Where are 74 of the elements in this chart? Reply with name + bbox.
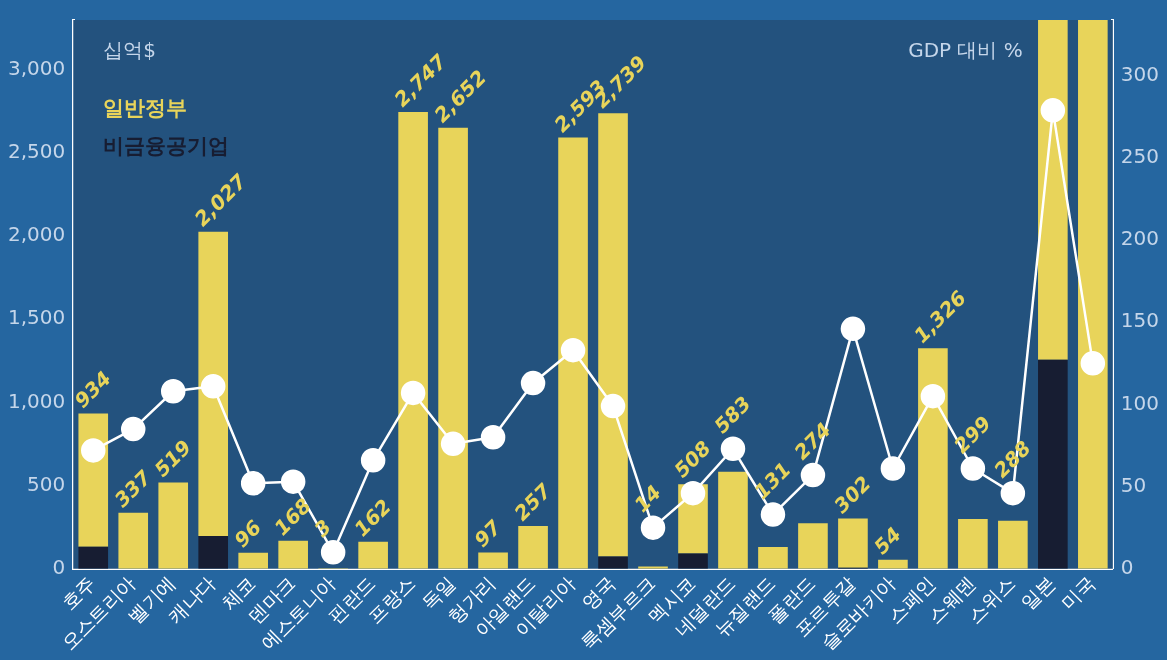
bar (998, 520, 1028, 569)
y2-tick-label: 50 (1120, 472, 1147, 497)
point (560, 337, 586, 363)
y2-tick-label: 0 (1120, 554, 1134, 579)
point (280, 469, 306, 494)
point (880, 456, 906, 481)
bar (558, 137, 588, 569)
bar (518, 525, 548, 569)
bar (758, 546, 788, 569)
bar (278, 540, 308, 569)
y2-tick-label: 200 (1120, 226, 1160, 251)
bar (118, 512, 149, 569)
bar (878, 559, 908, 569)
bar (398, 111, 428, 569)
point (120, 416, 146, 442)
bar (598, 556, 628, 569)
point (680, 480, 706, 506)
point (1000, 480, 1026, 506)
y-tick-label: 1,000 (7, 388, 66, 413)
bar (718, 471, 748, 569)
text: 일반정부 (103, 96, 188, 121)
y-tick-label: 500 (27, 471, 66, 496)
point (1080, 351, 1106, 376)
total-label: 97 (469, 515, 507, 552)
bar (918, 348, 948, 569)
bar (678, 553, 708, 569)
total-label: 96 (229, 515, 267, 552)
point (1040, 98, 1066, 123)
y2-axis-title: GDP 대비 % (908, 38, 1023, 63)
bar (238, 552, 268, 569)
bar (198, 535, 229, 569)
y-tick-label: 2,500 (7, 139, 66, 164)
point (960, 456, 986, 481)
point (800, 462, 826, 488)
y-tick-label: 0 (52, 554, 66, 579)
y-tick-label: 3,000 (7, 56, 66, 81)
bar (358, 541, 388, 569)
bar (478, 552, 508, 569)
y2-tick-label: 100 (1120, 390, 1160, 415)
point (920, 383, 946, 409)
point (400, 380, 426, 406)
point (760, 502, 786, 527)
point (520, 370, 546, 396)
bar (158, 482, 189, 569)
bar (1038, 359, 1068, 569)
point (240, 471, 266, 496)
bar (1078, 20, 1108, 569)
point (720, 436, 746, 462)
point (160, 379, 186, 404)
point (200, 374, 226, 399)
point (440, 431, 466, 457)
point (840, 316, 866, 342)
point (600, 393, 626, 419)
y2-tick-label: 250 (1120, 144, 1160, 169)
total-label: 3 (309, 514, 337, 542)
point (320, 540, 346, 565)
point (81, 438, 106, 463)
bar (78, 546, 109, 569)
point (480, 425, 506, 450)
bar (438, 127, 468, 569)
y-tick-label: 2,000 (7, 222, 66, 247)
bar (198, 231, 229, 536)
point (360, 448, 386, 473)
text: 비금융공기업 (103, 134, 230, 159)
bar (958, 518, 988, 569)
y-axis-title: 십억$ (103, 38, 156, 63)
point (640, 515, 666, 540)
bar (798, 523, 828, 569)
y2-tick-label: 300 (1120, 62, 1160, 87)
total-label: 14 (629, 480, 666, 517)
bar (838, 518, 868, 568)
total-label: 54 (869, 522, 906, 559)
y2-tick-label: 150 (1120, 308, 1160, 333)
y-tick-label: 1,500 (7, 305, 66, 330)
